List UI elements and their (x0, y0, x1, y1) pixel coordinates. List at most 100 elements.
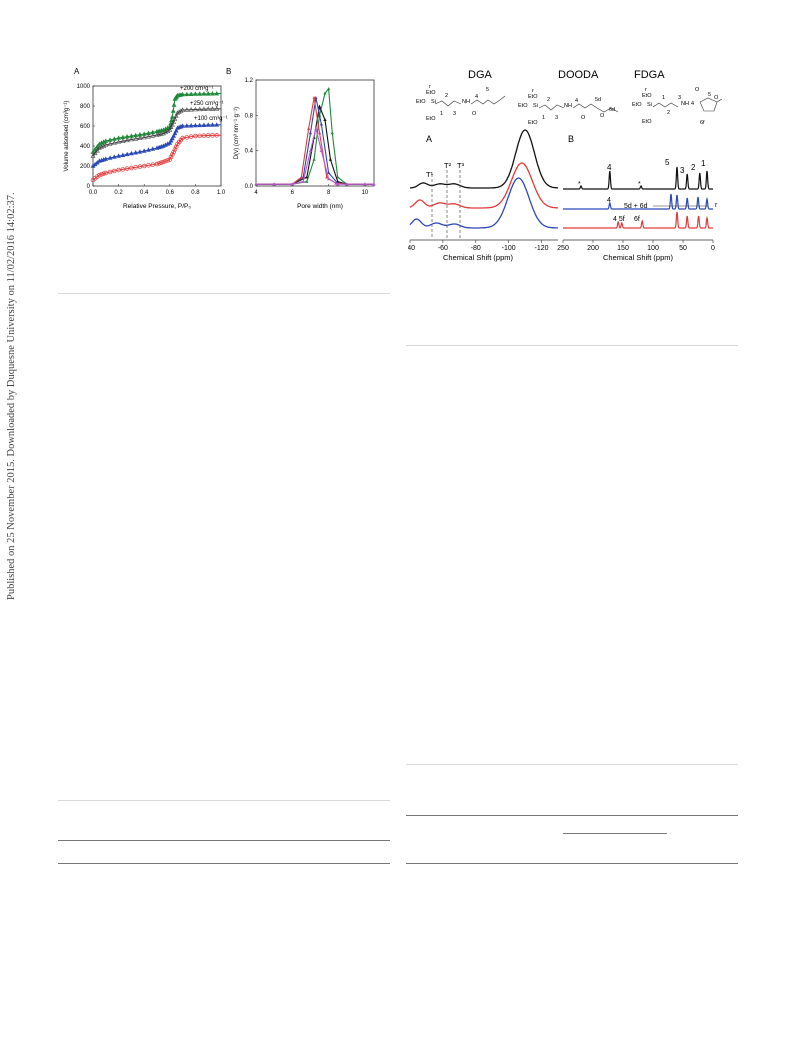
isotherm-point (169, 114, 175, 119)
nmr-b-spinning-sideband-1: * (578, 181, 581, 188)
nmr-a-trace (409, 177, 559, 229)
structure-dga: r EtO EtO Si EtO 2 1 3 NH 4 5 O (416, 84, 506, 122)
svg-text:O: O (714, 95, 719, 101)
isotherm-point (178, 108, 184, 113)
isotherm-point (180, 135, 185, 141)
svg-text:NH: NH (681, 101, 689, 107)
isotherm-point (163, 158, 168, 164)
nmr-a-peak-t1: T¹ (426, 170, 434, 179)
svg-text:r: r (532, 88, 534, 94)
nmr-a-x-tick-label: -60 (438, 245, 448, 252)
offset-label-200: +200 cm³g⁻¹ (180, 86, 214, 92)
isotherm-point (156, 161, 162, 166)
isotherm-point (214, 90, 220, 96)
isotherm-point (188, 91, 194, 96)
isotherm-point (116, 139, 122, 144)
psd-point (345, 182, 349, 186)
nmr-b-peak-1: 1 (701, 159, 706, 168)
panel-a-y-tick-label: 200 (80, 164, 91, 170)
psd-point (327, 171, 331, 175)
nmr-b-x-tick-label: 0 (711, 245, 715, 252)
structure-fdga: r EtO EtO Si EtO 1 2 3 NH 4 O 5 6f O (632, 87, 723, 126)
svg-text:O: O (472, 111, 477, 117)
isotherm-point (205, 122, 211, 127)
isotherm-point (103, 170, 109, 176)
isotherm-point (210, 133, 215, 138)
nmr-b-x-tick-label: 250 (557, 245, 569, 252)
right-table-top-rule (406, 815, 738, 816)
panel-b-y-tick-label: 0.8 (245, 113, 254, 119)
psd-point (272, 182, 276, 186)
nmr-panel-b-x-ticks: 250 200 150 100 50 0 (557, 240, 715, 252)
nmr-b-peak-4-dooda: 4 (607, 197, 611, 204)
isotherm-point (192, 106, 198, 112)
panel-b-y-ticks: 0.0 0.4 0.8 1.2 (245, 78, 258, 190)
nmr-a-x-tick-label: -40 (408, 245, 415, 252)
structure-name-fdga: FDGA (634, 69, 665, 81)
isotherm-point (111, 154, 117, 159)
svg-text:5: 5 (486, 87, 489, 93)
psd-point (317, 104, 322, 108)
left-column-rule-1 (58, 293, 390, 294)
panel-b-y-tick-label: 0.0 (245, 184, 254, 190)
nmr-b-peak-6f: 6f (634, 216, 640, 223)
isotherm-point (201, 91, 207, 96)
isotherm-point (197, 91, 203, 96)
psd-point (325, 175, 329, 179)
isotherm-point (101, 171, 106, 176)
isotherm-point (172, 130, 178, 136)
nmr-b-trace (563, 166, 713, 190)
svg-text:O: O (581, 115, 586, 121)
left-table-top-rule (58, 840, 390, 841)
psd-point (372, 182, 376, 186)
svg-text:EtO: EtO (426, 116, 436, 122)
svg-text:Si: Si (431, 99, 436, 105)
psd-point (317, 131, 322, 135)
isotherm-point (180, 91, 186, 97)
isotherm-point (165, 128, 171, 133)
isotherm-point (205, 91, 211, 96)
isotherm-point (120, 152, 126, 157)
isotherm-point (210, 106, 215, 111)
isotherm-point (146, 134, 151, 139)
svg-text:NH: NH (462, 99, 470, 105)
isotherm-point (188, 123, 194, 128)
panel-b-x-tick-label: 8 (327, 190, 331, 196)
isotherm-point (172, 147, 178, 152)
isotherm-point (133, 136, 139, 141)
svg-text:EtO: EtO (528, 120, 538, 126)
isotherm-point (167, 140, 173, 145)
svg-text:EtO: EtO (416, 99, 426, 105)
nmr-b-peak-4-5f: 4 5f (613, 216, 625, 223)
panel-b-x-tick-label: 4 (254, 190, 258, 196)
isotherm-point (184, 135, 190, 140)
svg-text:EtO: EtO (518, 103, 528, 109)
svg-text:3: 3 (555, 115, 558, 121)
svg-text:3: 3 (453, 111, 456, 117)
isotherm-point (205, 106, 211, 111)
isotherm-point (175, 110, 180, 115)
panel-b-y-tick-label: 0.4 (245, 149, 254, 155)
structure-dooda: r EtO EtO Si EtO 2 1 3 NH 4 5d O 6d O (518, 88, 619, 126)
panel-a-y-tick-label: 0 (87, 184, 91, 190)
isotherm-point (107, 155, 113, 160)
svg-text:O: O (600, 113, 605, 119)
panel-a-x-tick-label: 1.0 (217, 190, 226, 196)
panel-a-x-tick-label: 0.2 (114, 190, 123, 196)
svg-text:4: 4 (575, 98, 578, 104)
panel-b-x-tick-label: 10 (362, 190, 369, 196)
svg-text:EtO: EtO (632, 102, 642, 108)
isotherm-point (192, 91, 198, 96)
psd-point (301, 179, 305, 183)
nmr-panel-b-x-label: Chemical Shift (ppm) (603, 253, 674, 262)
isotherm-point (161, 159, 166, 165)
isotherm-series-line (92, 108, 222, 157)
nmr-b-spinning-sideband-2: * (638, 181, 641, 188)
isotherm-point (97, 172, 102, 178)
nmr-b-x-tick-label: 50 (679, 245, 687, 252)
panel-a-x-label: Relative Pressure, P/P₀ (123, 203, 191, 210)
isotherm-point (111, 140, 117, 145)
isotherm-point (120, 138, 126, 143)
svg-text:EtO: EtO (528, 94, 538, 100)
panel-a-y-label: Volume adsorbed (cm³g⁻¹) (64, 101, 70, 172)
